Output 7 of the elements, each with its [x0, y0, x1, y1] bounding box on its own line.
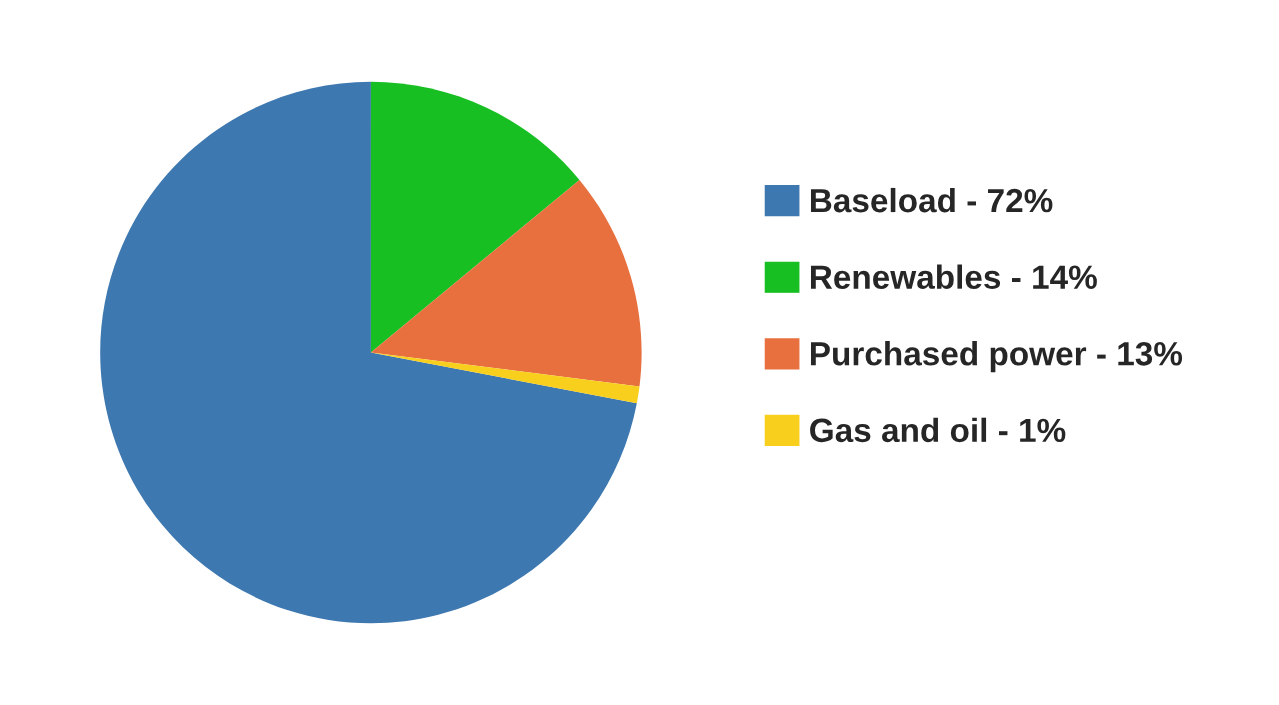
legend-label: Gas and oil - 1% [810, 417, 1066, 443]
legend-label: Renewables - 14% [810, 264, 1097, 289]
legend-label: Purchased power - 13% [810, 341, 1183, 373]
legend-label: Baseload - 72% [810, 187, 1053, 213]
pie-slice [370, 179, 642, 387]
pie-slice [370, 81, 580, 353]
pie-slice [100, 81, 637, 624]
